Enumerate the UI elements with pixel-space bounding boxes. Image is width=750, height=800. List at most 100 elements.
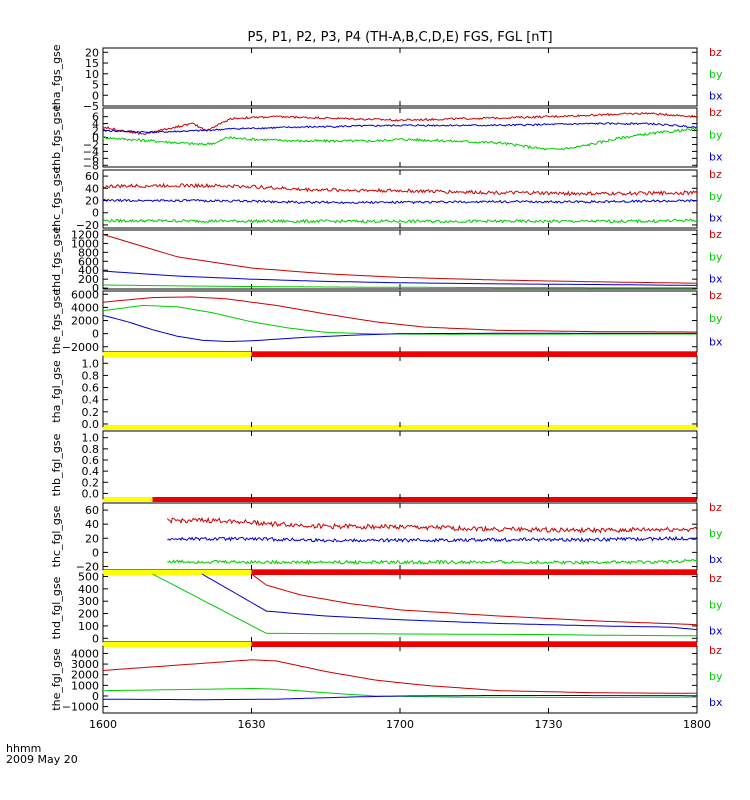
y-tick-label: 10 <box>85 68 99 81</box>
y-tick-label: 200 <box>78 273 99 286</box>
x-tick-label: 1730 <box>535 718 563 731</box>
y-tick-label: 0.6 <box>82 454 100 467</box>
legend-by: by <box>709 128 723 141</box>
y-tick-label: 0.0 <box>82 487 100 500</box>
panel-frame <box>102 290 698 353</box>
legend-bx: bx <box>709 90 723 103</box>
y-tick-label: 1.0 <box>82 432 100 445</box>
legend-by: by <box>709 190 723 203</box>
y-axis-label: tha_fgs_gse <box>50 44 63 109</box>
y-tick-label: 4000 <box>71 301 99 314</box>
y-tick-label: −6 <box>83 152 99 165</box>
series-line-bx <box>167 535 698 543</box>
y-tick-label: 60 <box>85 170 99 183</box>
y-tick-label: 3000 <box>71 658 99 671</box>
series-line-by <box>167 558 698 566</box>
legend-bx: bx <box>709 212 723 225</box>
legend-bz: bz <box>709 289 722 302</box>
legend-bz: bz <box>709 228 722 241</box>
y-tick-label: 0.6 <box>82 382 100 395</box>
legend-bx: bx <box>709 553 723 566</box>
y-tick-label: 500 <box>78 570 99 583</box>
quality-flag-bar <box>251 642 697 647</box>
series-line-by <box>102 218 698 224</box>
legend-bx: bx <box>709 151 723 164</box>
y-tick-label: 800 <box>78 246 99 259</box>
y-tick-label: 1000 <box>71 237 99 250</box>
y-tick-label: 40 <box>85 182 99 195</box>
quality-flag-bar <box>251 570 697 575</box>
y-tick-label: 1.0 <box>82 357 100 370</box>
y-tick-label: 300 <box>78 595 99 608</box>
series-line-bz <box>251 573 698 626</box>
quality-flag-bar <box>251 352 697 357</box>
series-line-bx <box>102 198 697 205</box>
panel-frame <box>102 107 698 168</box>
legend-by: by <box>709 670 723 683</box>
x-tick-label: 1600 <box>89 718 117 731</box>
y-tick-label: −1000 <box>62 701 99 714</box>
y-tick-label: 5 <box>92 79 99 92</box>
legend-by: by <box>709 527 723 540</box>
chart-title: P5, P1, P2, P3, P4 (TH-A,B,C,D,E) FGS, F… <box>247 30 553 45</box>
legend-by: by <box>709 598 723 611</box>
y-axis-label: thb_fgl_gse <box>50 433 63 496</box>
y-tick-label: −8 <box>83 159 99 172</box>
legend-bx: bx <box>709 335 723 348</box>
series-line-bx <box>102 270 697 286</box>
y-tick-label: 1000 <box>71 679 99 692</box>
y-axis-label: thd_fgs_gse <box>50 227 63 293</box>
y-tick-label: 0.2 <box>82 406 100 419</box>
quality-flag-bar <box>103 497 153 502</box>
y-tick-label: −5 <box>83 100 99 113</box>
legend-bx: bx <box>709 625 723 638</box>
panel-frame <box>102 645 698 714</box>
y-axis-label: the_fgs_gse <box>50 289 63 354</box>
y-tick-label: 0.8 <box>82 443 100 456</box>
legend-by: by <box>709 250 723 263</box>
y-tick-label: 2000 <box>71 315 99 328</box>
series-line-bx <box>103 695 697 701</box>
panel-frame <box>102 169 698 229</box>
x-tick-label: 1700 <box>386 718 414 731</box>
quality-flag-bar <box>152 497 697 502</box>
y-tick-label: 200 <box>78 608 99 621</box>
quality-flag-bar <box>103 570 252 575</box>
y-axis-label: thd_fgl_gse <box>50 576 63 639</box>
y-axis-label: the_fgl_gse <box>50 648 63 711</box>
legend-bz: bz <box>709 572 722 585</box>
y-tick-label: 0 <box>92 546 99 559</box>
y-tick-label: −20 <box>76 560 99 573</box>
y-tick-label: 20 <box>85 195 99 208</box>
y-tick-label: 20 <box>85 46 99 59</box>
y-tick-label: −2000 <box>62 341 99 354</box>
legend-bx: bx <box>709 273 723 286</box>
y-tick-label: 0.2 <box>82 476 100 489</box>
y-tick-label: 100 <box>78 620 99 633</box>
series-line-bx <box>201 573 698 631</box>
y-tick-label: 0.0 <box>82 418 100 431</box>
y-tick-label: 400 <box>78 264 99 277</box>
y-axis-label: thb_fgs_gse <box>50 105 63 171</box>
series-line-bx <box>102 314 697 343</box>
y-tick-label: 6000 <box>71 288 99 301</box>
legend-bz: bz <box>709 168 722 181</box>
date-label: 2009 May 20 <box>6 753 78 766</box>
y-tick-label: 2000 <box>71 669 99 682</box>
series-line-bz <box>102 182 698 197</box>
y-tick-label: 4 <box>92 118 99 131</box>
time-format-label: hhmm <box>6 742 42 755</box>
x-tick-label: 1800 <box>683 718 711 731</box>
quality-flag-bar <box>103 425 697 430</box>
series-line-by <box>152 573 697 637</box>
x-tick-label: 1630 <box>238 718 266 731</box>
series-line-bz <box>102 111 698 136</box>
y-tick-label: 15 <box>85 57 99 70</box>
series-line-bz <box>102 659 697 694</box>
y-tick-label: 0 <box>92 690 99 703</box>
quality-flag-bar <box>103 642 252 647</box>
y-axis-label: thc_fgs_gse <box>50 167 63 232</box>
legend-bz: bz <box>709 46 722 59</box>
legend-bz: bz <box>709 501 722 514</box>
